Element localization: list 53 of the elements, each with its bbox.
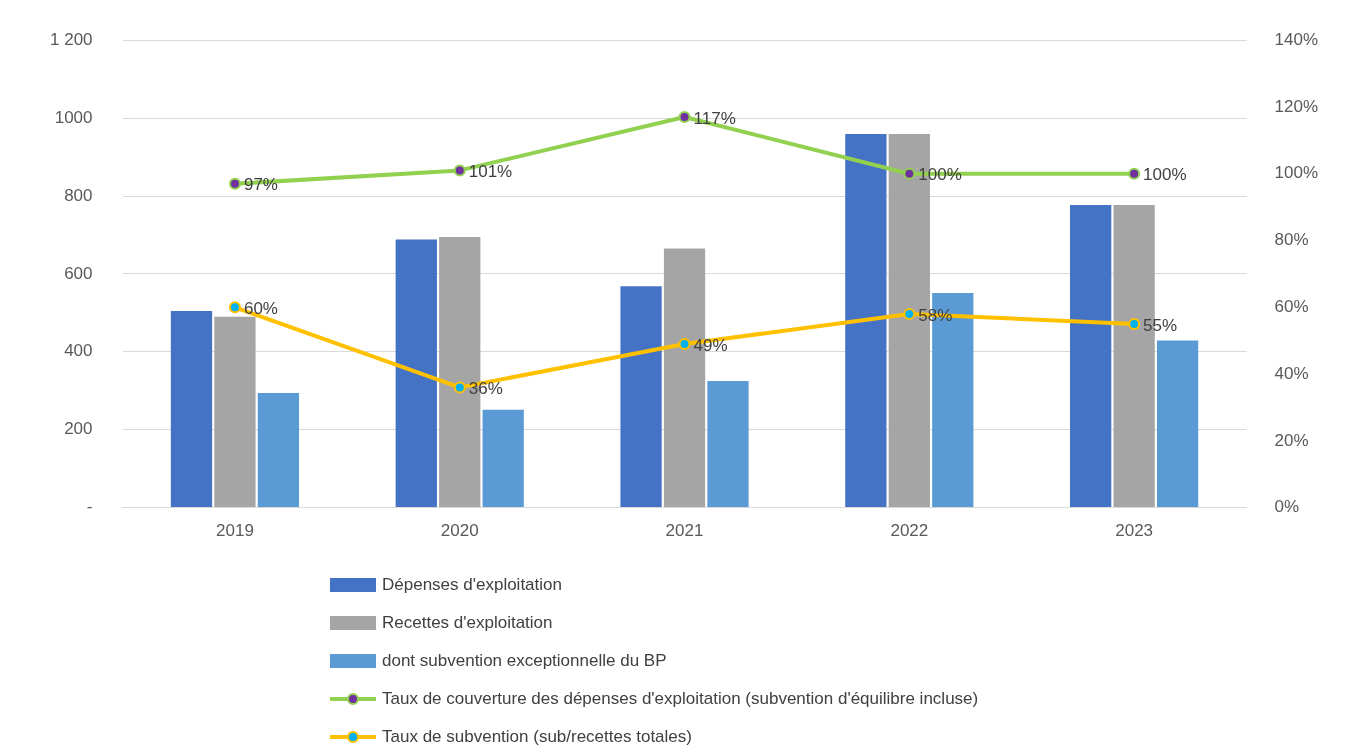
x-tick-label: 2022 — [890, 521, 929, 541]
bar — [170, 310, 213, 508]
legend-label: Taux de subvention (sub/recettes totales) — [382, 727, 692, 747]
x-tick-label: 2021 — [665, 521, 704, 541]
data-label: 55% — [1143, 315, 1178, 335]
point — [678, 110, 691, 123]
bar — [1070, 204, 1112, 508]
y2-tick-label: 120% — [1274, 96, 1318, 116]
legend-label: dont subvention exceptionnelle du BP — [382, 651, 667, 671]
x-tick-label: 2023 — [1115, 521, 1154, 541]
y2-tick-label: 60% — [1274, 296, 1309, 316]
bar — [214, 316, 256, 508]
bar — [395, 239, 437, 508]
x-tick-label: 2019 — [216, 521, 254, 541]
y-tick-label: 200 — [64, 419, 93, 439]
data-label: 117% — [693, 108, 736, 128]
bar — [845, 134, 887, 508]
point — [228, 301, 241, 314]
data-label: 100% — [918, 165, 962, 185]
legend-label: Recettes d'exploitation — [382, 613, 553, 633]
data-label: 101% — [468, 162, 513, 182]
y2-tick-label: 20% — [1274, 430, 1309, 450]
bar — [257, 393, 300, 508]
data-label: 60% — [243, 298, 278, 318]
bar — [1156, 340, 1199, 508]
data-label: 36% — [468, 379, 503, 399]
y-tick-label: 1 200 — [49, 29, 93, 49]
bar — [707, 381, 749, 508]
data-label: 100% — [1143, 165, 1187, 185]
y2-tick-label: 140% — [1274, 29, 1318, 49]
legend-label: Taux de couverture des dépenses d'exploitation (subvention d'équilibre incluse) — [382, 689, 979, 709]
y-tick-label: 400 — [64, 341, 93, 361]
point — [903, 307, 916, 320]
y2-tick-label: 80% — [1274, 230, 1309, 250]
y2-tick-label: 40% — [1274, 363, 1309, 383]
y2-tick-label: 100% — [1274, 163, 1318, 183]
y-tick-label: - — [86, 497, 93, 517]
point — [903, 167, 916, 180]
legend-label: Dépenses d'exploitation — [382, 575, 562, 595]
y-tick-label: 1000 — [54, 107, 93, 127]
x-tick-label: 2020 — [440, 521, 479, 541]
data-label: 58% — [918, 305, 953, 325]
point — [228, 177, 241, 190]
point — [453, 164, 466, 177]
bar — [620, 286, 662, 508]
y-tick-label: 600 — [64, 263, 93, 283]
point — [678, 338, 691, 351]
y-tick-label: 800 — [64, 185, 93, 205]
point — [453, 381, 466, 394]
bar — [482, 409, 524, 508]
point — [1128, 167, 1141, 180]
point — [1128, 317, 1141, 330]
y2-tick-label: 0% — [1274, 497, 1300, 517]
